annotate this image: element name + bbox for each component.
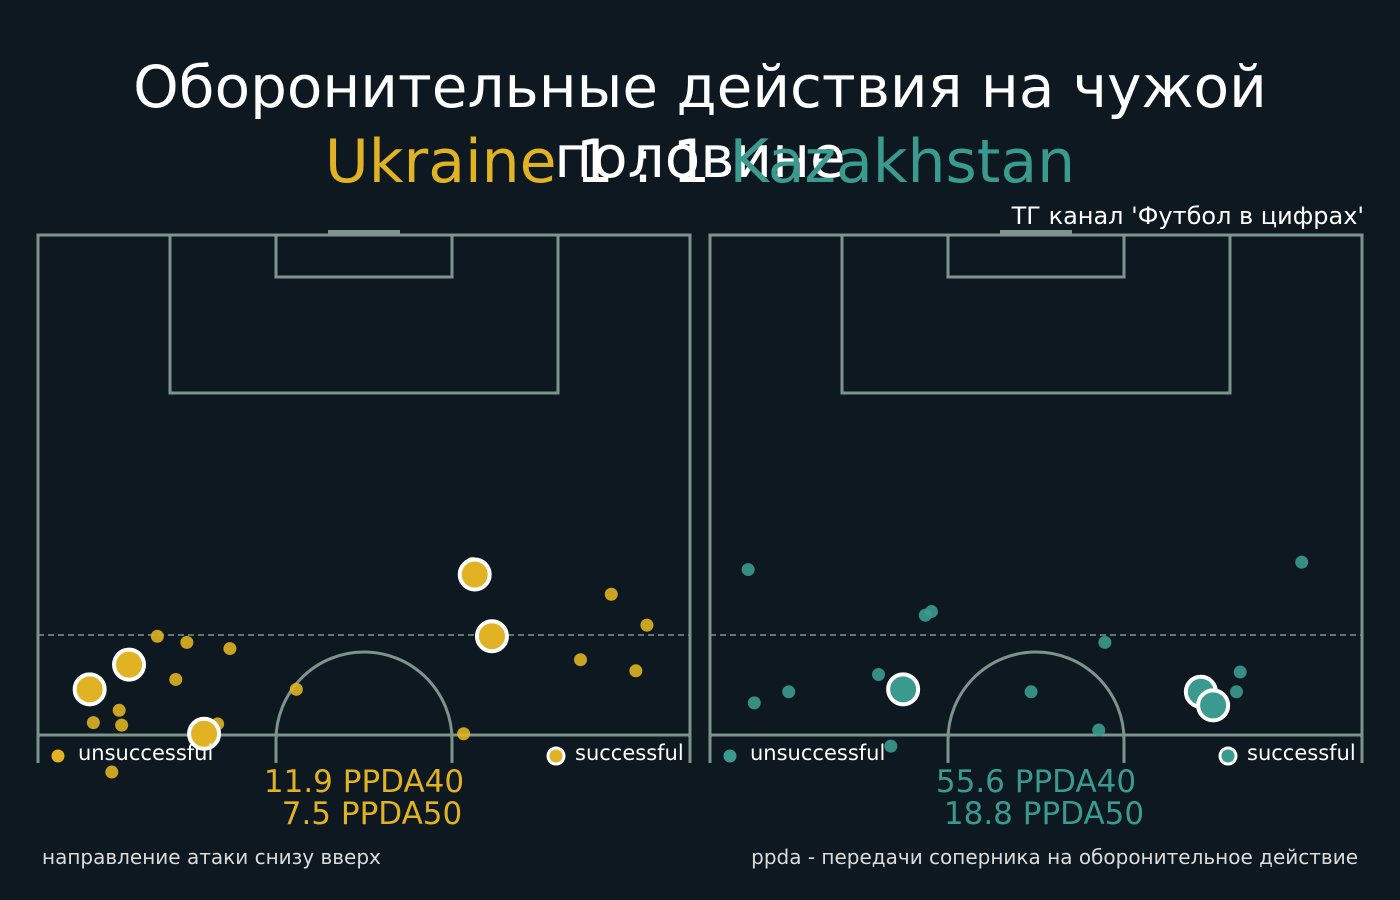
unsuccessful-action-point [747,696,761,710]
legend-successful-label: successful [575,741,684,765]
legend-successful-marker [1218,746,1238,766]
six-yard-box [946,235,1126,279]
centre-circle [946,650,1126,763]
match-score: 1 : 1 [575,127,711,197]
unsuccessful-action-point [1295,555,1309,569]
channel-credit: ТГ канал 'Футбол в цифрах' [1011,202,1364,230]
successful-action-point [474,619,509,654]
unsuccessful-action-point [105,765,119,779]
ppda40-value: 11.9 PPDA40 [264,764,464,800]
successful-action-point [886,672,921,707]
penalty-box [168,235,560,395]
successful-action-point [1196,688,1231,723]
legend-unsuccessful-marker [723,749,737,763]
unsuccessful-action-point [223,642,237,656]
penalty-box [840,235,1232,395]
unsuccessful-action-point [918,608,932,622]
touchline [36,233,692,763]
successful-action-point [457,557,492,592]
unsuccessful-action-point [1024,685,1038,699]
unsuccessful-action-point [115,718,129,732]
successful-action-point [72,672,107,707]
successful-action-point [112,647,147,682]
unsuccessful-action-point [574,653,588,667]
centre-circle [274,650,454,763]
unsuccessful-action-point [1230,685,1244,699]
unsuccessful-action-point [180,635,194,649]
unsuccessful-action-point [289,682,303,696]
unsuccessful-action-point [604,587,618,601]
attack-direction-note: направление атаки снизу вверх [42,845,381,869]
unsuccessful-action-point [782,685,796,699]
ppda-definition-note: ppda - передачи соперника на оборонитель… [751,845,1358,869]
ppda50-value: 18.8 PPDA50 [944,796,1144,832]
legend-unsuccessful-label: unsuccessful [750,741,885,765]
match-score-line: Ukraine 1 : 1 Kazakhstan [0,126,1400,198]
unsuccessful-action-point [884,739,898,753]
legend-unsuccessful-label: unsuccessful [78,741,213,765]
legend-successful-label: successful [1247,741,1356,765]
six-yard-box [274,235,454,279]
touchline [708,233,1364,763]
ppda40-value: 55.6 PPDA40 [936,764,1136,800]
unsuccessful-action-point [112,703,126,717]
unsuccessful-action-point [1098,635,1112,649]
unsuccessful-action-point [457,727,471,741]
unsuccessful-action-point [741,563,755,577]
legend-unsuccessful-marker [51,749,65,763]
chart-title: Оборонительные действия на чужой половин… [133,53,1267,191]
unsuccessful-action-point [150,629,164,643]
home-team-name: Ukraine [324,127,557,197]
unsuccessful-action-point [86,716,100,730]
unsuccessful-action-point [629,664,643,678]
unsuccessful-action-point [1092,723,1106,737]
legend-successful-marker [546,746,566,766]
away-team-name: Kazakhstan [729,127,1076,197]
successful-action-point [187,716,222,751]
unsuccessful-action-point [872,668,886,682]
unsuccessful-action-point [169,672,183,686]
unsuccessful-action-point [640,618,654,632]
ppda50-value: 7.5 PPDA50 [282,796,463,832]
unsuccessful-action-point [1233,665,1247,679]
